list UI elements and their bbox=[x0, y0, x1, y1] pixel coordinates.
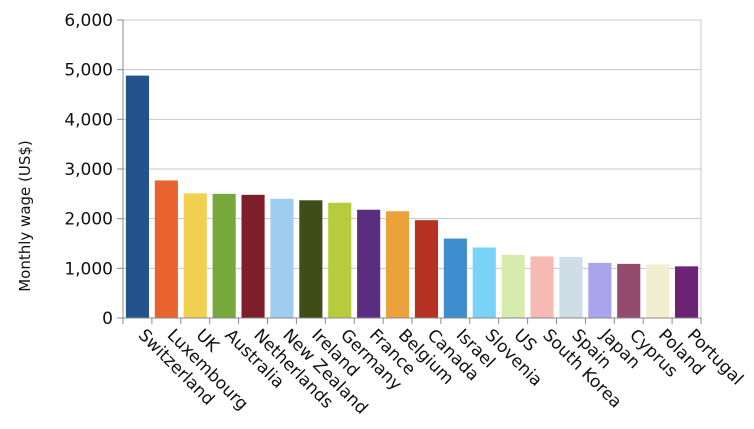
bar-south-korea bbox=[530, 256, 554, 318]
bar-australia bbox=[212, 193, 236, 318]
bar-japan bbox=[588, 262, 612, 318]
y-axis-title: Monthly wage (US$) bbox=[16, 140, 34, 292]
bar-germany bbox=[328, 202, 352, 318]
bar-spain bbox=[559, 256, 583, 318]
bar-canada bbox=[414, 220, 439, 318]
bar-poland bbox=[646, 264, 670, 318]
bar-netherlands bbox=[241, 194, 265, 318]
bar-slovenia bbox=[472, 247, 496, 318]
y-tick-label: 4,000 bbox=[64, 110, 113, 130]
bar-france bbox=[357, 209, 381, 318]
bar-switzerland bbox=[125, 75, 150, 318]
bar-us bbox=[501, 254, 525, 318]
y-tick-label: 1,000 bbox=[64, 259, 113, 279]
bar-belgium bbox=[385, 211, 410, 318]
y-tick-label: 6,000 bbox=[64, 11, 113, 31]
gridlines bbox=[123, 19, 702, 318]
bar-new-zealand bbox=[270, 198, 294, 318]
bars bbox=[125, 75, 699, 318]
bar-portugal bbox=[674, 266, 699, 318]
bar-cyprus bbox=[617, 263, 641, 318]
y-tick-label: 3,000 bbox=[64, 160, 113, 180]
bar-israel bbox=[443, 238, 467, 318]
y-tick-label: 0 bbox=[102, 309, 113, 329]
bar-uk bbox=[183, 193, 207, 318]
y-tick-label: 5,000 bbox=[64, 61, 113, 81]
bar-ireland bbox=[299, 200, 323, 318]
axes bbox=[117, 19, 702, 324]
bar-luxembourg bbox=[154, 180, 178, 318]
y-tick-label: 2,000 bbox=[64, 210, 113, 230]
